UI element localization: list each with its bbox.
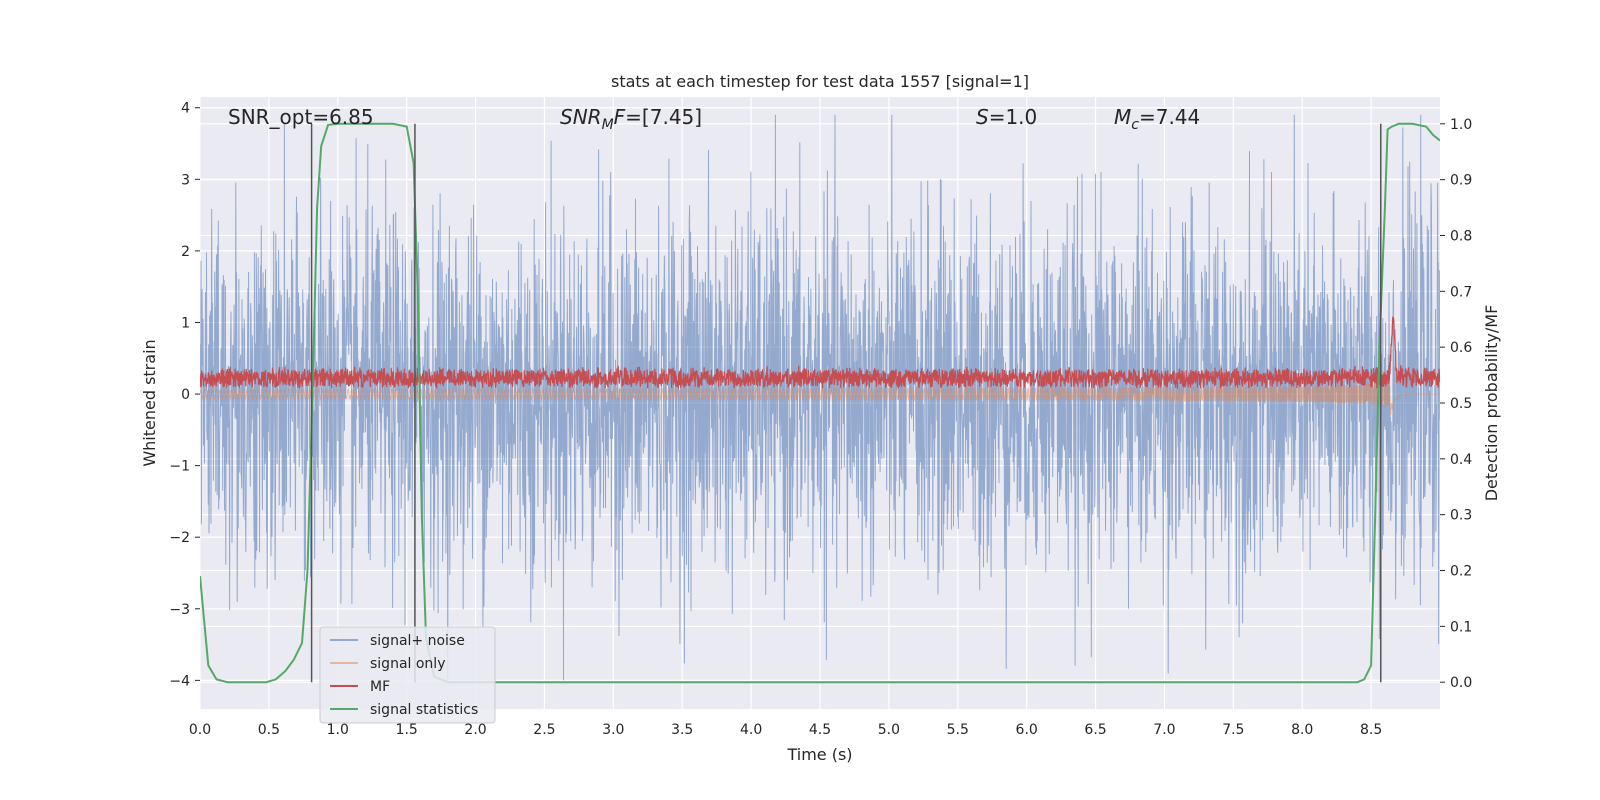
y-tick-label: −1 bbox=[169, 459, 190, 475]
y-axis-label: Whitened strain bbox=[140, 339, 159, 466]
snr-mf-symbol: SNR bbox=[560, 105, 602, 129]
x-tick-label: 3.5 bbox=[671, 722, 693, 738]
x-tick-label: 0.0 bbox=[189, 722, 211, 738]
y-axis-ticks: −4 −3 −2 −1 0 1 2 3 4 bbox=[169, 101, 200, 689]
annotation-snr-opt: SNR_opt=6.85 bbox=[228, 105, 374, 129]
y2-tick-label: 0.5 bbox=[1450, 396, 1472, 412]
s-value: =1.0 bbox=[989, 105, 1038, 129]
snr-mf-subscript: M bbox=[602, 117, 614, 133]
legend-label-signal-only: signal only bbox=[370, 656, 445, 672]
y2-tick-label: 0.3 bbox=[1450, 508, 1472, 524]
y-tick-label: 2 bbox=[181, 244, 190, 260]
x-tick-label: 5.0 bbox=[878, 722, 900, 738]
y-tick-label: 0 bbox=[181, 387, 190, 403]
x-tick-label: 8.5 bbox=[1360, 722, 1382, 738]
mc-symbol: M bbox=[1114, 105, 1131, 129]
x-tick-label: 4.0 bbox=[740, 722, 762, 738]
legend-label-signal-statistics: signal statistics bbox=[370, 702, 478, 718]
y-tick-label: 4 bbox=[181, 101, 190, 117]
y-tick-label: 1 bbox=[181, 315, 190, 331]
x-tick-label: 5.5 bbox=[947, 722, 969, 738]
y-tick-label: −2 bbox=[169, 530, 190, 546]
x-tick-label: 3.0 bbox=[602, 722, 624, 738]
y2-tick-label: 0.7 bbox=[1450, 284, 1472, 300]
x-tick-label: 2.0 bbox=[464, 722, 486, 738]
y2-tick-label: 0.6 bbox=[1450, 340, 1472, 356]
series-mf bbox=[200, 316, 1440, 390]
legend-box bbox=[319, 626, 496, 724]
mc-value: =7.44 bbox=[1139, 105, 1200, 129]
y-tick-label: 3 bbox=[181, 172, 190, 188]
x-axis-label: Time (s) bbox=[786, 745, 852, 764]
x-tick-label: 1.5 bbox=[396, 722, 418, 738]
x-tick-label: 1.0 bbox=[327, 722, 349, 738]
annotation-snr-mf: SNRMF=[7.45] bbox=[560, 105, 702, 133]
y2-axis-label: Detection probability/MF bbox=[1482, 305, 1501, 502]
x-axis-ticks: 0.0 0.5 1.0 1.5 2.0 2.5 3.0 3.5 4.0 4.5 5.0 5.5 6.0 6… bbox=[189, 722, 1382, 738]
y2-tick-label: 1.0 bbox=[1450, 117, 1472, 133]
vertical-markers bbox=[310, 123, 1382, 683]
mc-subscript: c bbox=[1131, 117, 1139, 133]
series-signal-noise bbox=[200, 114, 1440, 681]
x-tick-label: 7.5 bbox=[1222, 722, 1244, 738]
series-signal-only bbox=[200, 378, 1440, 416]
chart-title: stats at each timestep for test data 155… bbox=[611, 72, 1029, 91]
legend-label-mf: MF bbox=[370, 679, 390, 695]
x-tick-label: 4.5 bbox=[809, 722, 831, 738]
x-tick-label: 2.5 bbox=[533, 722, 555, 738]
annotation-mc: Mc=7.44 bbox=[1114, 105, 1200, 133]
y2-tick-label: 0.8 bbox=[1450, 228, 1472, 244]
y2-tick-label: 0.1 bbox=[1450, 619, 1472, 635]
x-tick-label: 0.5 bbox=[258, 722, 280, 738]
s-symbol: S bbox=[976, 105, 989, 129]
legend-label-signal-noise: signal+ noise bbox=[370, 633, 465, 649]
x-tick-label: 6.5 bbox=[1084, 722, 1106, 738]
y-tick-label: −4 bbox=[169, 673, 190, 689]
x-tick-label: 8.0 bbox=[1291, 722, 1313, 738]
x-tick-label: 6.0 bbox=[1016, 722, 1038, 738]
y2-tick-label: 0.4 bbox=[1450, 452, 1472, 468]
y2-tick-label: 0.9 bbox=[1450, 173, 1472, 189]
annotation-s: S=1.0 bbox=[976, 105, 1037, 129]
x-tick-label: 7.0 bbox=[1153, 722, 1175, 738]
y2-tick-label: 0.2 bbox=[1450, 564, 1472, 580]
y2-tick-label: 0.0 bbox=[1450, 675, 1472, 691]
legend: signal+ noise signal only MF signal stat… bbox=[319, 626, 496, 724]
y-tick-label: −3 bbox=[169, 602, 190, 618]
y2-axis-ticks: 0.0 0.1 0.2 0.3 0.4 0.5 0.6 0.7 0.8 0.9 1.0 bbox=[1440, 117, 1472, 691]
snr-mf-value: =[7.45] bbox=[625, 105, 702, 129]
snr-mf-symbol-2: F bbox=[614, 105, 626, 129]
